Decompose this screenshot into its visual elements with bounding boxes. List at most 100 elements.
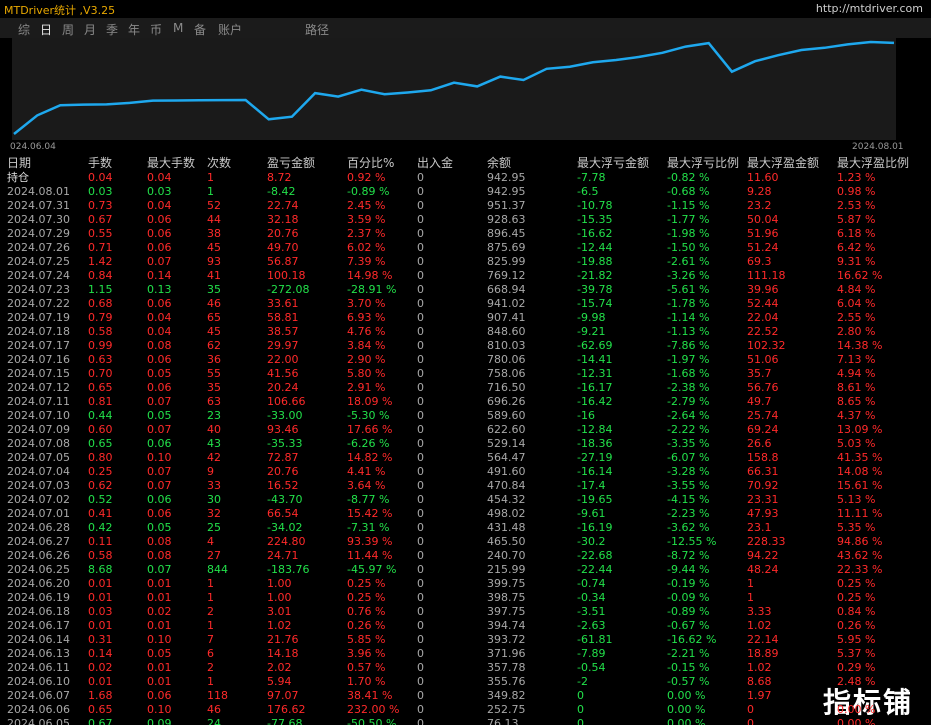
tab[interactable]: 月 — [84, 23, 97, 37]
table-cell: 942.95 — [487, 185, 526, 198]
tab[interactable]: 季 — [106, 23, 119, 37]
table-cell: -8.72 % — [667, 549, 710, 562]
table-cell: 5.03 % — [837, 437, 876, 450]
table-cell: 0.29 % — [837, 661, 876, 674]
row-date: 2024.07.10 — [7, 409, 70, 422]
table-cell: 0.00 % — [667, 703, 706, 716]
table-cell: -3.62 % — [667, 521, 710, 534]
table-cell: 9.28 — [747, 185, 772, 198]
table-cell: 1 — [207, 619, 214, 632]
tab[interactable]: 日 — [40, 23, 53, 37]
table-cell: -2.21 % — [667, 647, 710, 660]
table-cell: 0.80 — [88, 451, 113, 464]
table-cell: -12.55 % — [667, 535, 717, 548]
table-cell: 0.67 — [88, 213, 113, 226]
table-cell: 0 — [417, 409, 424, 422]
table-cell: 50.04 — [747, 213, 779, 226]
tab[interactable]: 周 — [62, 23, 75, 37]
table-cell: -2 — [577, 675, 588, 688]
table-cell: 1.02 — [747, 661, 772, 674]
table-cell: -10.78 — [577, 199, 613, 212]
table-cell: 0.26 % — [837, 619, 876, 632]
table-cell: -16.19 — [577, 521, 613, 534]
table-cell: 0.41 — [88, 507, 113, 520]
tab[interactable]: 年 — [128, 23, 141, 37]
table-cell: 1.42 — [88, 255, 113, 268]
table-cell: -22.68 — [577, 549, 613, 562]
table-cell: 0 — [417, 535, 424, 548]
table-cell: -8.42 — [267, 185, 296, 198]
table-cell: 0 — [747, 717, 754, 725]
table-cell: 0.01 — [88, 619, 113, 632]
table-cell: 0.10 — [147, 451, 172, 464]
table-cell: 0.58 — [88, 549, 113, 562]
table-cell: 2.37 % — [347, 227, 386, 240]
table-cell: 928.63 — [487, 213, 526, 226]
table-cell: 36 — [207, 353, 221, 366]
table-cell: 564.47 — [487, 451, 526, 464]
table-cell: -5.61 % — [667, 283, 710, 296]
tab[interactable]: 综 — [18, 23, 31, 37]
table-cell: 23 — [207, 409, 221, 422]
table-cell: -35.33 — [267, 437, 303, 450]
table-cell: -18.36 — [577, 437, 613, 450]
tab[interactable]: 备 — [194, 23, 207, 37]
table-cell: -33.00 — [267, 409, 303, 422]
table-cell: 62 — [207, 339, 221, 352]
row-date: 2024.07.12 — [7, 381, 70, 394]
table-cell: 23.2 — [747, 199, 772, 212]
table-cell: 668.94 — [487, 283, 526, 296]
row-date: 2024.07.25 — [7, 255, 70, 268]
table-cell: 41.35 % — [837, 451, 883, 464]
table-cell: 431.48 — [487, 521, 526, 534]
table-cell: 224.80 — [267, 535, 306, 548]
table-cell: -9.44 % — [667, 563, 710, 576]
tab[interactable]: M — [173, 21, 184, 35]
table-cell: 0.52 — [88, 493, 113, 506]
tab[interactable]: 币 — [150, 23, 163, 37]
table-cell: 100.18 — [267, 269, 306, 282]
table-cell: -12.44 — [577, 241, 613, 254]
table-cell: 0.55 — [88, 227, 113, 240]
column-header: 日期 — [7, 156, 32, 170]
table-cell: 0.65 — [88, 703, 113, 716]
table-cell: 0.01 — [147, 675, 172, 688]
table-cell: 1.02 — [747, 619, 772, 632]
column-header: 盈亏金额 — [267, 156, 316, 170]
tab[interactable]: 路径 — [305, 23, 330, 37]
table-cell: 5.95 % — [837, 633, 876, 646]
table-cell: 0.26 % — [347, 619, 386, 632]
table-cell: 6.02 % — [347, 241, 386, 254]
table-cell: 0.06 — [147, 689, 172, 702]
table-cell: 94.86 % — [837, 535, 883, 548]
table-cell: -0.89 % — [347, 185, 390, 198]
site-link[interactable]: http://mtdriver.com — [815, 2, 923, 15]
table-cell: 97.07 — [267, 689, 299, 702]
table-cell: 5.13 % — [837, 493, 876, 506]
table-cell: 25 — [207, 521, 221, 534]
table-cell: 0.67 — [88, 717, 113, 725]
table-cell: 941.02 — [487, 297, 526, 310]
table-cell: 176.62 — [267, 703, 306, 716]
row-date: 2024.07.30 — [7, 213, 70, 226]
table-cell: 6 — [207, 647, 214, 660]
table-cell: -19.88 — [577, 255, 613, 268]
table-cell: 102.32 — [747, 339, 786, 352]
tab[interactable]: 账户 — [218, 23, 243, 37]
table-cell: 70.92 — [747, 479, 779, 492]
table-cell: 42 — [207, 451, 221, 464]
table-cell: -39.78 — [577, 283, 613, 296]
table-cell: 4.41 % — [347, 465, 386, 478]
table-cell: -3.28 % — [667, 465, 710, 478]
table-cell: 32 — [207, 507, 221, 520]
table-cell: 66.31 — [747, 465, 779, 478]
equity-svg — [13, 40, 895, 135]
table-cell: 55 — [207, 367, 221, 380]
table-cell: 33.61 — [267, 297, 299, 310]
table-cell: 4 — [207, 535, 214, 548]
table-cell: 0.07 — [147, 423, 172, 436]
table-cell: 0.04 — [147, 325, 172, 338]
table-cell: 0 — [417, 311, 424, 324]
table-cell: 2.90 % — [347, 353, 386, 366]
table-cell: 0 — [417, 689, 424, 702]
